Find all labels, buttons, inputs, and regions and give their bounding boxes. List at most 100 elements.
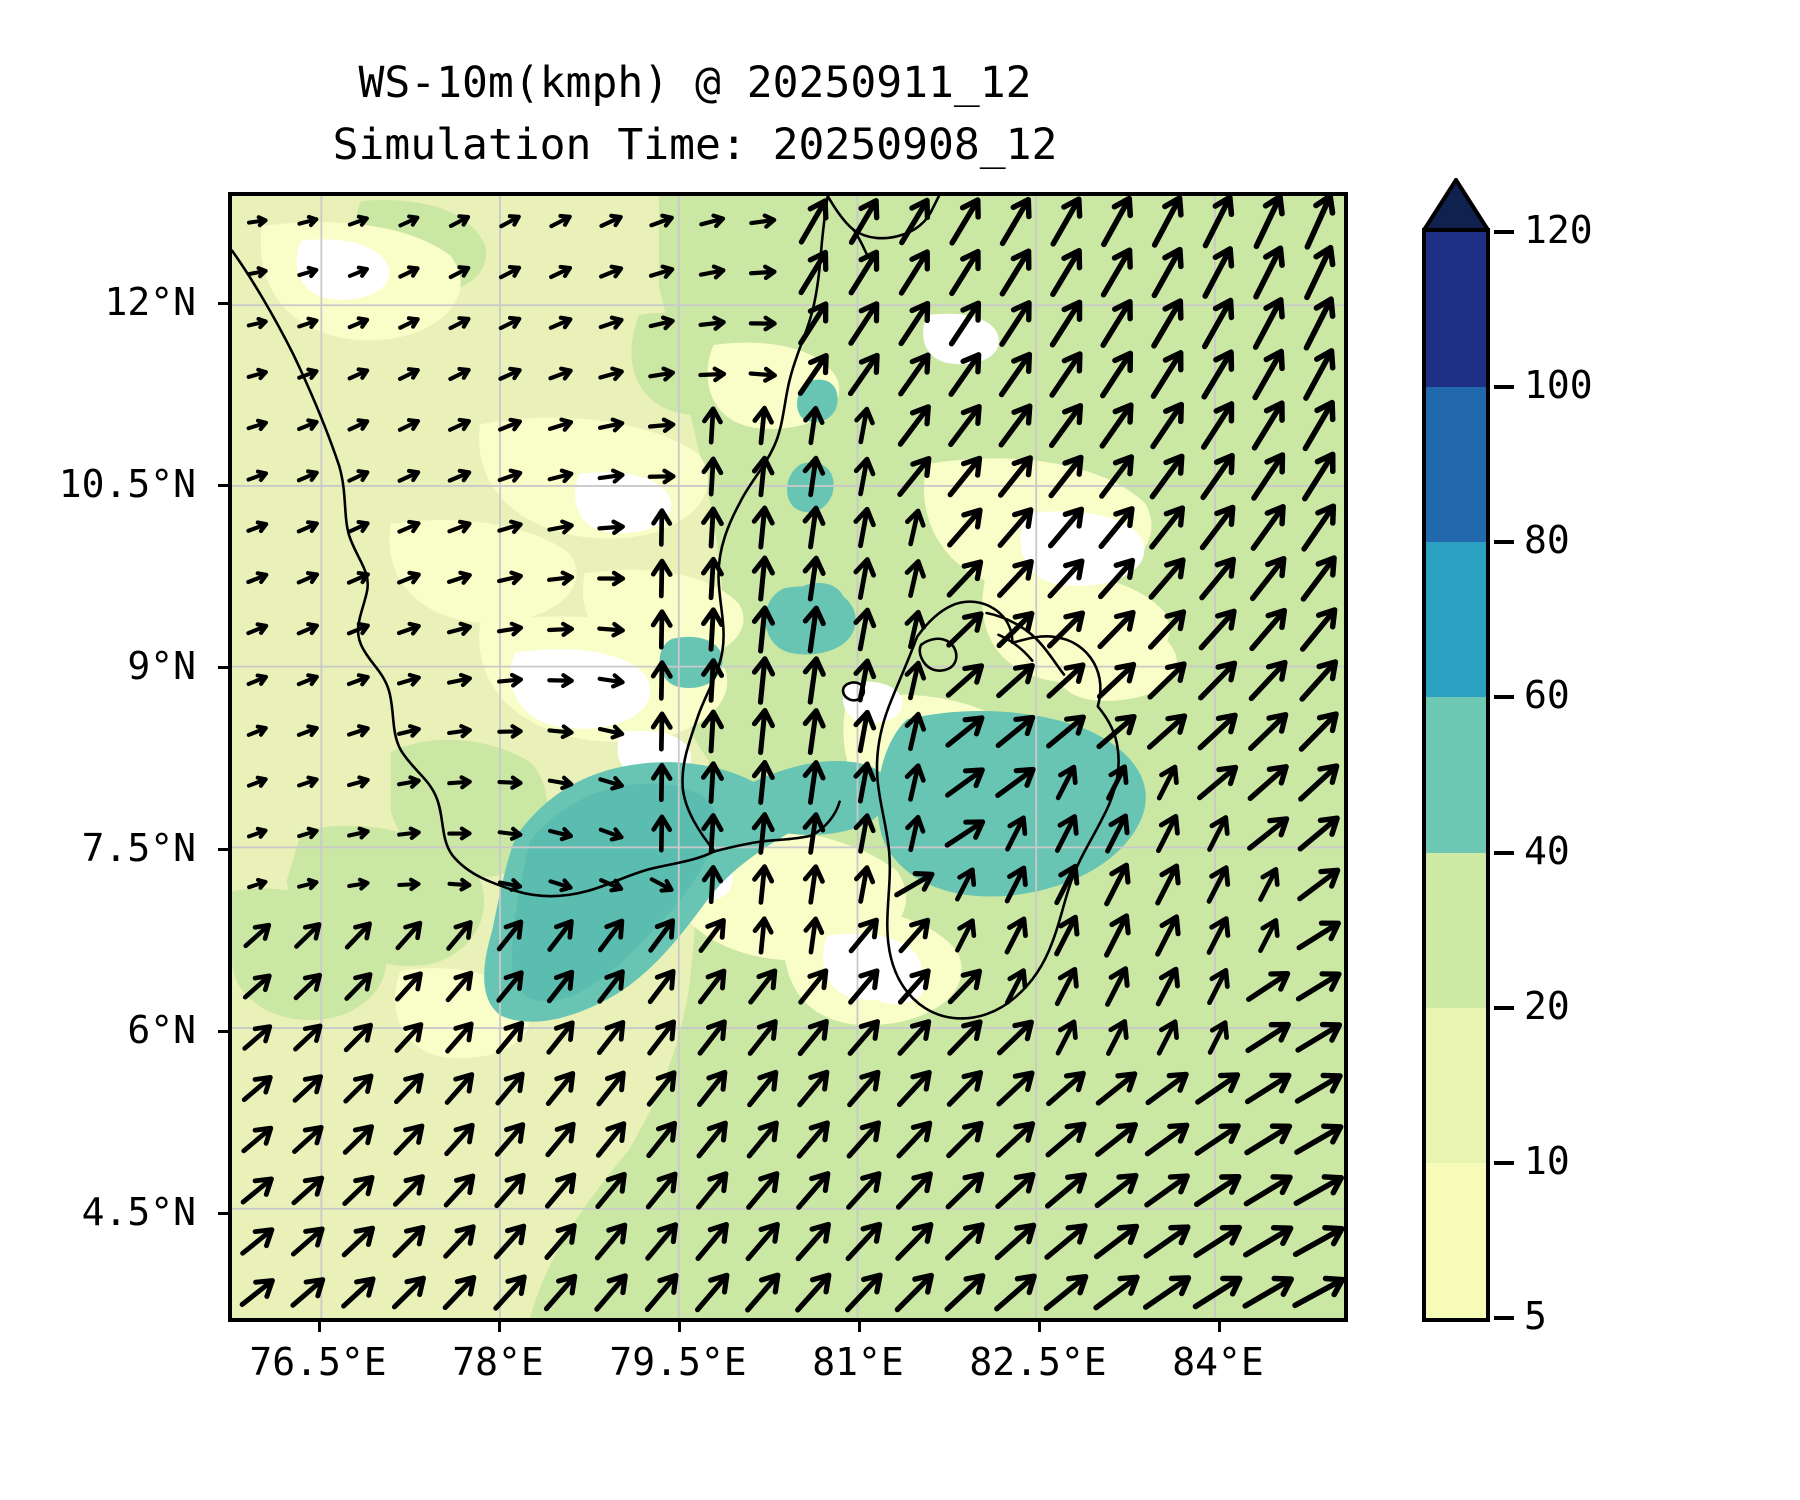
wind-arrow	[1005, 815, 1028, 852]
wind-arrow	[446, 570, 472, 585]
wind-arrow	[1095, 1071, 1138, 1106]
colorbar-tick-label-60: 60	[1524, 673, 1570, 718]
wind-arrow	[597, 724, 625, 740]
wind-arrow	[397, 570, 421, 585]
wind-arrow	[293, 972, 323, 1001]
wind-arrow	[1055, 764, 1078, 801]
wind-arrow	[1093, 1274, 1140, 1311]
wind-arrow	[547, 570, 575, 586]
wind-arrow	[397, 418, 420, 432]
wind-arrow	[546, 1020, 575, 1055]
wind-arrow	[296, 724, 319, 737]
wind-arrow	[391, 1275, 426, 1310]
wind-arrow	[246, 571, 269, 585]
wind-arrow	[1192, 1275, 1243, 1310]
colorbar[interactable]	[1422, 228, 1490, 1322]
wind-arrow	[497, 417, 523, 432]
wind-arrow	[651, 814, 673, 853]
wind-arrow	[748, 315, 777, 332]
wind-arrow	[751, 707, 775, 756]
wind-arrow	[1104, 862, 1131, 907]
colorbar-band-5-10	[1426, 1162, 1486, 1318]
colorbar-band-20-40	[1426, 852, 1486, 1008]
wind-arrow	[648, 315, 675, 331]
wind-arrow	[241, 1075, 273, 1103]
colorbar-extend-arrow	[1422, 178, 1490, 232]
wind-arrow	[448, 366, 471, 382]
wind-arrow	[945, 663, 985, 698]
wind-arrow	[897, 968, 931, 1005]
wind-arrow	[946, 559, 984, 598]
wind-arrow	[646, 1070, 677, 1107]
wind-arrow	[392, 1224, 426, 1259]
wind-arrow	[240, 1227, 275, 1256]
wind-arrow	[649, 213, 674, 228]
wind-arrow	[1096, 713, 1137, 750]
wind-arrow	[595, 1171, 627, 1210]
xtick-label-82_5E: 82.5°E	[969, 1340, 1107, 1384]
wind-arrow	[997, 455, 1033, 498]
wind-arrow	[293, 1023, 323, 1052]
wind-arrow	[1144, 1122, 1190, 1157]
wind-arrow	[1199, 556, 1236, 601]
wind-arrow	[1097, 609, 1136, 650]
wind-arrow	[647, 468, 676, 485]
wind-arrow	[547, 468, 574, 484]
wind-arrow	[1292, 1224, 1344, 1258]
wind-arrow	[949, 248, 981, 297]
wind-arrow	[796, 1171, 831, 1210]
wind-arrow	[1293, 1174, 1344, 1206]
wind-arrow	[398, 214, 420, 228]
wind-arrow	[1198, 608, 1237, 651]
wind-arrow	[1145, 1071, 1189, 1106]
wind-arrow	[701, 813, 724, 854]
wind-arrow	[1049, 351, 1083, 398]
wind-arrow	[650, 711, 673, 752]
wind-arrow	[1105, 966, 1130, 1007]
wind-arrow	[243, 922, 272, 949]
wind-arrow	[1004, 916, 1028, 955]
wind-arrow	[247, 877, 268, 890]
wind-arrow	[751, 656, 776, 705]
wind-arrow	[994, 1273, 1037, 1312]
wind-arrow	[1194, 1123, 1241, 1156]
wind-arrow	[1047, 558, 1085, 599]
wind-arrow	[995, 714, 1036, 749]
wind-arrow	[347, 826, 370, 840]
wind-arrow	[544, 1172, 577, 1209]
wind-arrow	[697, 1019, 727, 1056]
wind-arrow	[999, 196, 1032, 247]
wind-arrow	[1099, 402, 1134, 449]
wind-arrow	[1294, 1072, 1343, 1104]
wind-arrow	[545, 1121, 576, 1158]
wind-arrow	[546, 969, 575, 1004]
wind-arrow	[1200, 452, 1235, 501]
wind-arrow	[1242, 1275, 1294, 1309]
wind-arrow	[1050, 196, 1083, 247]
wind-arrow	[397, 826, 421, 840]
wind-arrow	[748, 968, 778, 1005]
wind-arrow	[397, 468, 421, 483]
wind-arrow	[1155, 914, 1181, 957]
wind-arrow	[797, 353, 829, 396]
wind-arrow	[897, 1019, 932, 1056]
wind-arrow	[698, 315, 726, 331]
wind-arrow	[347, 265, 369, 278]
wind-arrow	[446, 920, 473, 951]
wind-arrow	[701, 607, 725, 652]
wind-arrow	[496, 570, 524, 586]
colorbar-tick-label-5: 5	[1524, 1294, 1547, 1338]
wind-arrow	[1201, 349, 1235, 400]
wind-arrow	[1050, 247, 1083, 298]
wind-arrow	[547, 724, 574, 740]
wind-arrow	[845, 1221, 883, 1262]
wind-arrow	[897, 404, 931, 447]
wind-arrow	[904, 559, 926, 598]
wind-arrow	[447, 519, 472, 534]
wind-arrow	[1244, 1072, 1292, 1105]
colorbar-tick-label-80: 80	[1524, 518, 1570, 563]
wind-arrow	[995, 1121, 1036, 1158]
wind-arrow	[292, 1124, 324, 1154]
wind-arrow	[645, 1171, 678, 1210]
wind-arrow	[945, 767, 985, 798]
